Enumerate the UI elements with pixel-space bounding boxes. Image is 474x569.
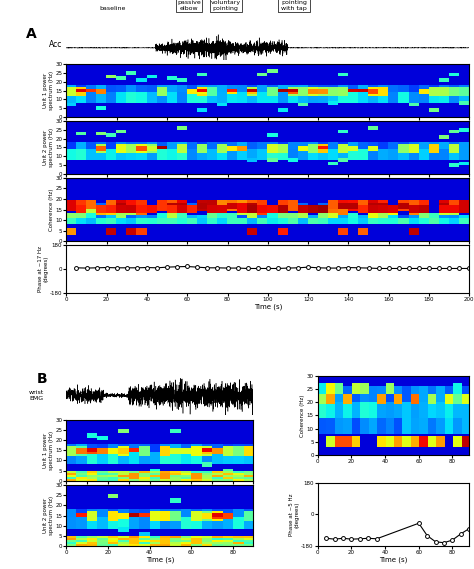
Y-axis label: Phase at ~5 Hz
(degrees): Phase at ~5 Hz (degrees) bbox=[289, 493, 300, 535]
Text: voluntary
pointing
with tap: voluntary pointing with tap bbox=[279, 0, 309, 11]
Y-axis label: Unit 2 power
spectrum (Hz): Unit 2 power spectrum (Hz) bbox=[43, 496, 54, 535]
Text: baseline: baseline bbox=[100, 6, 126, 11]
Y-axis label: Coherence (Hz): Coherence (Hz) bbox=[300, 394, 305, 436]
Text: Acc: Acc bbox=[49, 40, 63, 49]
Text: passive
elbow: passive elbow bbox=[177, 0, 201, 11]
Text: voluntary
pointing: voluntary pointing bbox=[210, 0, 241, 11]
Y-axis label: Coherence (Hz): Coherence (Hz) bbox=[49, 188, 54, 231]
Y-axis label: Unit 1 power
spectrum (Hz): Unit 1 power spectrum (Hz) bbox=[43, 431, 54, 470]
Text: wrist
EMG: wrist EMG bbox=[28, 390, 44, 401]
X-axis label: Time (s): Time (s) bbox=[146, 557, 174, 563]
Y-axis label: Phase at ~17 Hz
(degrees): Phase at ~17 Hz (degrees) bbox=[37, 246, 48, 292]
X-axis label: Time (s): Time (s) bbox=[254, 303, 282, 310]
Text: B: B bbox=[36, 373, 47, 386]
Y-axis label: Unit 1 power
spectrum (Hz): Unit 1 power spectrum (Hz) bbox=[43, 71, 54, 110]
X-axis label: Time (s): Time (s) bbox=[379, 557, 408, 563]
Text: A: A bbox=[26, 27, 37, 41]
Y-axis label: Unit 2 power
spectrum (Hz): Unit 2 power spectrum (Hz) bbox=[43, 128, 54, 167]
